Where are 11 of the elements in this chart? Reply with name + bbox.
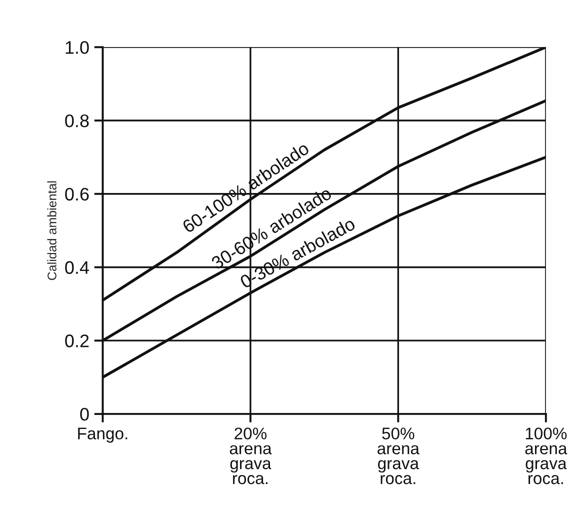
y-tick-label: 1.0 [66,41,89,54]
y-tick-label: 0 [80,408,89,421]
y-axis-title: Calidad ambiental [47,181,56,280]
x-tick-label: 50% arena grava roca. [378,428,420,484]
x-tick-label: Fango. [78,428,128,443]
x-tick-label: 20% arena grava roca. [230,428,272,484]
y-tick-label: 0.2 [65,334,89,348]
y-tick-label: 0.4 [65,261,90,274]
y-tick-label: 0.6 [65,188,89,201]
y-tick-label: 0.8 [65,114,89,128]
x-tick-label: 100% arena grava roca. [525,428,568,484]
